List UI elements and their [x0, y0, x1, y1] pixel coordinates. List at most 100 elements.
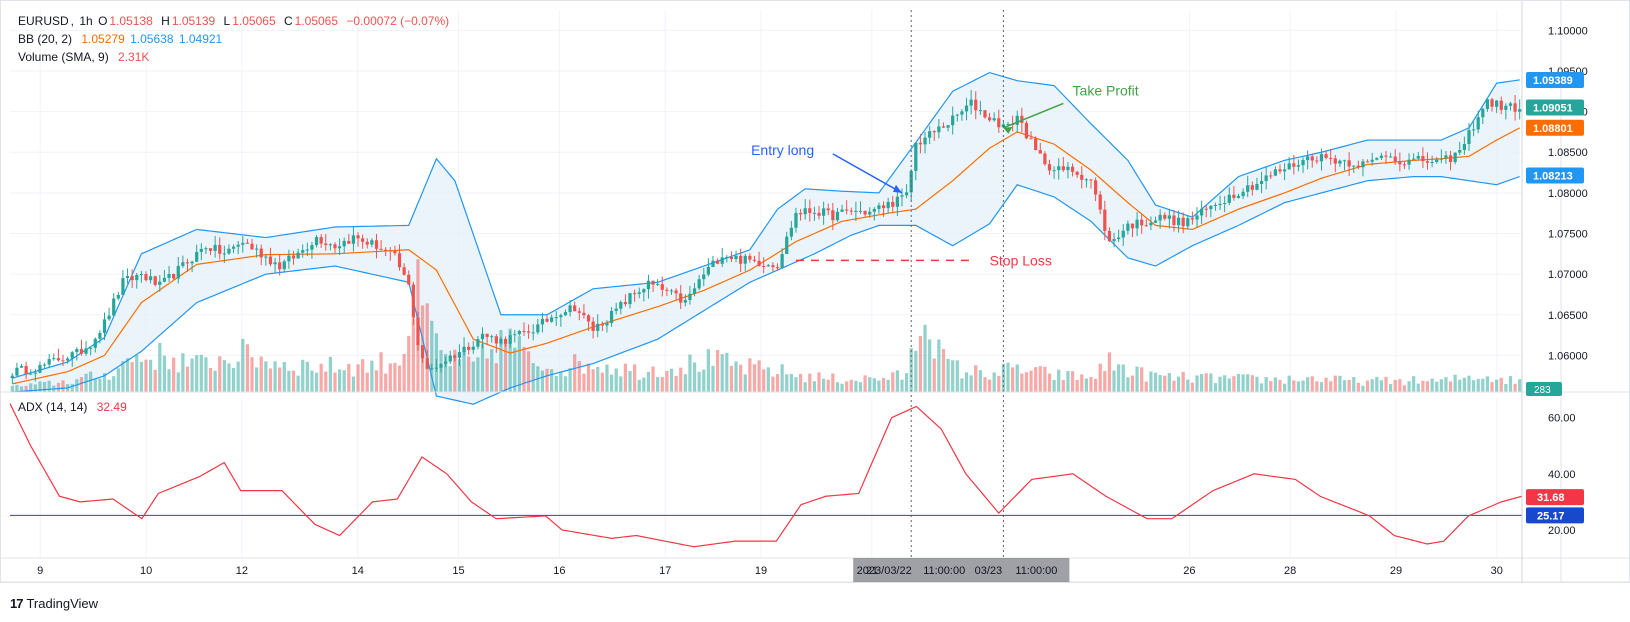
candle-body[interactable] [112, 298, 116, 316]
candle-body[interactable] [1407, 159, 1411, 165]
candle-body[interactable] [1140, 219, 1144, 226]
candle-body[interactable] [195, 251, 199, 262]
candle-body[interactable] [1499, 100, 1503, 110]
candle-body[interactable] [1255, 183, 1259, 190]
candle-body[interactable] [1306, 156, 1310, 161]
candle-body[interactable] [1190, 218, 1195, 220]
candle-body[interactable] [711, 260, 715, 267]
candle-body[interactable] [1292, 163, 1296, 167]
candle-body[interactable] [15, 367, 19, 376]
candle-body[interactable] [439, 363, 443, 368]
candle-body[interactable] [1167, 215, 1171, 219]
candle-body[interactable] [951, 115, 955, 126]
interval-label[interactable]: 1h [79, 14, 93, 28]
candle-body[interactable] [61, 360, 65, 362]
candle-body[interactable] [434, 367, 439, 369]
candle-body[interactable] [1301, 160, 1305, 166]
price-axis-tick[interactable]: 1.06000 [1548, 350, 1588, 362]
candle-body[interactable] [1103, 209, 1107, 231]
candle-body[interactable] [337, 246, 342, 249]
candle-body[interactable] [268, 256, 273, 265]
time-axis-tick[interactable]: 17 [659, 565, 671, 577]
candle-body[interactable] [199, 248, 203, 252]
candle-body[interactable] [656, 284, 660, 286]
candle-body[interactable] [1121, 230, 1125, 238]
candle-body[interactable] [430, 368, 434, 370]
candle-body[interactable] [623, 302, 628, 305]
candle-body[interactable] [1038, 150, 1042, 154]
candle-body[interactable] [550, 317, 554, 322]
candle-body[interactable] [1315, 160, 1319, 162]
candle-body[interactable] [637, 292, 641, 294]
candle-body[interactable] [545, 318, 549, 322]
candle-body[interactable] [153, 276, 157, 285]
candle-body[interactable] [490, 336, 494, 338]
candle-body[interactable] [250, 243, 254, 250]
candle-body[interactable] [342, 240, 346, 247]
candle-body[interactable] [762, 266, 766, 268]
candle-body[interactable] [222, 253, 226, 255]
candle-body[interactable] [1352, 165, 1356, 167]
candle-body[interactable] [499, 338, 503, 344]
candle-body[interactable] [1379, 155, 1384, 158]
candle-body[interactable] [1246, 185, 1250, 192]
candle-body[interactable] [628, 293, 632, 305]
candle-body[interactable] [347, 240, 351, 244]
candle-body[interactable] [324, 243, 328, 246]
candle-body[interactable] [356, 235, 360, 239]
tradingview-logo[interactable]: 17 TradingView [10, 596, 98, 611]
candle-body[interactable] [706, 266, 710, 275]
candle-body[interactable] [319, 237, 323, 244]
candle-body[interactable] [1278, 169, 1282, 172]
candle-body[interactable] [803, 208, 807, 215]
candle-body[interactable] [1149, 222, 1153, 226]
candle-body[interactable] [1296, 165, 1301, 167]
candle-body[interactable] [752, 259, 757, 261]
candle-body[interactable] [563, 312, 568, 316]
candle-body[interactable] [1425, 161, 1430, 163]
candle-body[interactable] [683, 300, 687, 303]
candle-body[interactable] [831, 210, 835, 221]
candle-body[interactable] [125, 275, 130, 279]
candle-body[interactable] [167, 274, 171, 278]
candle-body[interactable] [190, 261, 194, 264]
candle-body[interactable] [370, 240, 374, 245]
candle-body[interactable] [932, 131, 936, 133]
candle-body[interactable] [245, 242, 250, 244]
candle-body[interactable] [522, 330, 526, 332]
candle-body[interactable] [1213, 205, 1218, 207]
candle-body[interactable] [1508, 103, 1513, 106]
candle-body[interactable] [388, 250, 392, 252]
candle-body[interactable] [1444, 155, 1448, 159]
candle-body[interactable] [1389, 156, 1393, 158]
candle-body[interactable] [471, 346, 475, 350]
candle-body[interactable] [536, 324, 540, 333]
candle-body[interactable] [172, 274, 176, 279]
candle-body[interactable] [1393, 156, 1397, 162]
candle-body[interactable] [416, 317, 420, 346]
candle-body[interactable] [52, 358, 56, 360]
candle-body[interactable] [517, 330, 521, 335]
candle-body[interactable] [402, 267, 406, 275]
candle-body[interactable] [1435, 159, 1439, 163]
time-axis-tick[interactable]: 12 [236, 565, 248, 577]
candle-body[interactable] [729, 256, 734, 259]
time-axis-tick[interactable]: 15 [452, 565, 464, 577]
candle-body[interactable] [997, 118, 1001, 128]
candle-body[interactable] [1172, 215, 1176, 226]
candle-body[interactable] [904, 192, 909, 196]
candle-body[interactable] [328, 244, 332, 246]
candle-body[interactable] [1043, 153, 1047, 165]
candle-body[interactable] [218, 244, 222, 254]
candle-body[interactable] [135, 274, 139, 281]
candle-body[interactable] [808, 208, 812, 213]
candle-body[interactable] [485, 333, 489, 337]
candle-body[interactable] [918, 142, 923, 145]
candle-body[interactable] [420, 345, 425, 359]
candle-body[interactable] [928, 131, 932, 138]
candle-body[interactable] [900, 195, 904, 197]
volume-last-label[interactable] [1526, 382, 1562, 396]
candle-body[interactable] [789, 227, 793, 237]
candle-body[interactable] [1416, 156, 1420, 159]
